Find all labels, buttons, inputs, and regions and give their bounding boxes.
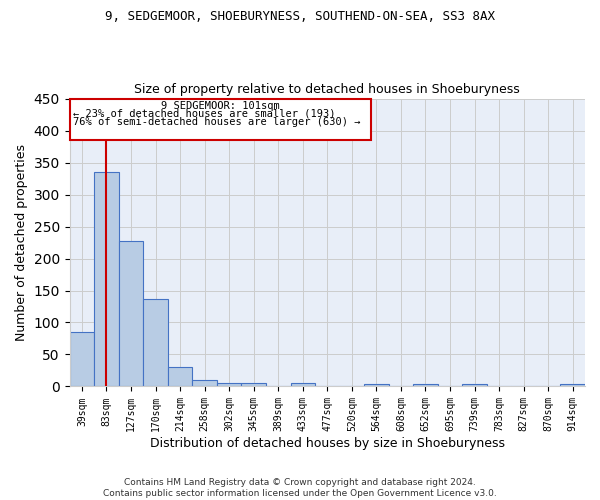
Bar (119, 240, 143, 386)
X-axis label: Distribution of detached houses by size in Shoeburyness: Distribution of detached houses by size … (150, 437, 505, 450)
Title: Size of property relative to detached houses in Shoeburyness: Size of property relative to detached ho… (134, 83, 520, 96)
Bar (462, 384, 487, 386)
Bar (70, 332, 94, 386)
Text: 76% of semi-detached houses are larger (630) →: 76% of semi-detached houses are larger (… (73, 118, 360, 128)
Text: 9 SEDGEMOOR: 101sqm: 9 SEDGEMOOR: 101sqm (161, 100, 280, 110)
Text: Contains HM Land Registry data © Crown copyright and database right 2024.
Contai: Contains HM Land Registry data © Crown c… (103, 478, 497, 498)
Bar (168, 368, 193, 386)
Bar (217, 384, 241, 386)
Bar (290, 384, 315, 386)
Bar (143, 300, 168, 386)
Bar (193, 380, 217, 386)
Text: 9, SEDGEMOOR, SHOEBURYNESS, SOUTHEND-ON-SEA, SS3 8AX: 9, SEDGEMOOR, SHOEBURYNESS, SOUTHEND-ON-… (105, 10, 495, 23)
Text: ← 23% of detached houses are smaller (193): ← 23% of detached houses are smaller (19… (73, 108, 335, 118)
Bar (560, 384, 585, 386)
Y-axis label: Number of detached properties: Number of detached properties (15, 144, 28, 341)
Bar (364, 384, 389, 386)
Bar (94, 172, 119, 386)
Bar (241, 382, 266, 386)
Bar (413, 384, 438, 386)
FancyBboxPatch shape (70, 98, 371, 140)
